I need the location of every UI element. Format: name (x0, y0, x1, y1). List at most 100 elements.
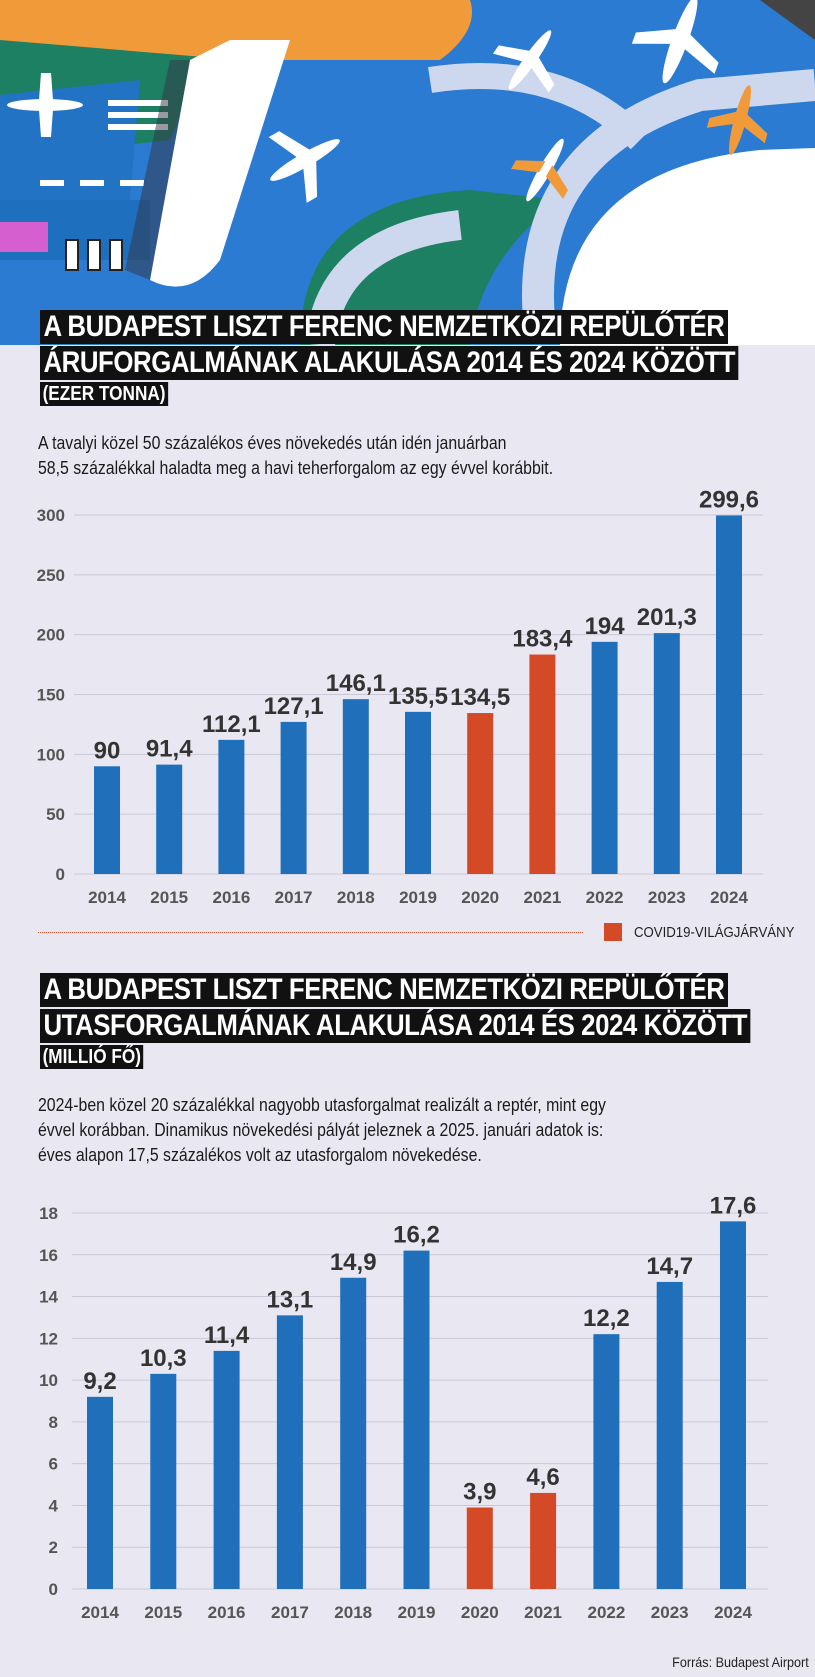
airport-illustration-art (0, 0, 815, 345)
cargo-y-tick-label: 100 (37, 745, 65, 764)
passenger-x-tick-label: 2021 (524, 1603, 562, 1622)
passenger-value-label: 17,6 (710, 1192, 757, 1219)
cargo-bar (716, 515, 742, 874)
passenger-value-label: 14,7 (646, 1253, 693, 1280)
passenger-bar (340, 1277, 367, 1589)
cargo-x-tick-label: 2017 (275, 888, 313, 907)
cargo-bar (94, 766, 120, 874)
passenger-y-tick-label: 0 (49, 1580, 58, 1599)
cargo-y-tick-label: 0 (56, 865, 65, 884)
passenger-lead-line3: éves alapon 17,5 százalékos volt az utas… (38, 1145, 482, 1165)
passenger-bar (530, 1492, 557, 1589)
cargo-x-tick-label: 2021 (523, 888, 561, 907)
passenger-bar (276, 1315, 303, 1589)
cargo-x-tick-label: 2023 (648, 888, 686, 907)
passenger-x-tick-label: 2015 (144, 1603, 182, 1622)
passenger-value-label: 3,9 (463, 1479, 496, 1506)
cargo-value-label: 135,5 (388, 683, 448, 710)
passenger-value-label: 11,4 (204, 1322, 250, 1349)
passenger-bar (87, 1396, 113, 1589)
cargo-x-tick-label: 2022 (586, 888, 624, 907)
passenger-y-tick-label: 4 (49, 1496, 59, 1515)
passenger-value-label: 14,9 (330, 1249, 377, 1276)
passenger-y-tick-label: 14 (39, 1288, 58, 1307)
cargo-y-tick-label: 250 (37, 566, 65, 585)
cargo-x-tick-label: 2014 (88, 888, 126, 907)
source-note: Forrás: Budapest Airport (672, 1654, 809, 1670)
passenger-lead-line2: évvel korábban. Dinamikus növekedési pál… (38, 1120, 604, 1140)
passenger-y-tick-label: 16 (39, 1246, 58, 1265)
cargo-bar (342, 699, 369, 874)
passenger-bar (403, 1250, 430, 1589)
passenger-lead: 2024-ben közel 20 százalékkal nagyobb ut… (38, 1093, 606, 1168)
cargo-title-block: A BUDAPEST LISZT FERENC NEMZETKÖZI REPÜL… (40, 310, 815, 406)
cargo-bar (591, 641, 618, 874)
legend-divider (38, 932, 583, 933)
cargo-y-tick-label: 150 (37, 686, 65, 705)
cargo-lead-line2: 58,5 százalékkal haladta meg a havi tehe… (38, 458, 554, 478)
cargo-title-line1: A BUDAPEST LISZT FERENC NEMZETKÖZI REPÜL… (40, 310, 728, 344)
cargo-lead-line1: A tavalyi közel 50 százalékos éves növek… (38, 433, 507, 453)
passenger-value-label: 10,3 (140, 1345, 187, 1372)
cargo-value-label: 134,5 (450, 684, 510, 711)
passenger-y-tick-label: 12 (39, 1329, 58, 1348)
cargo-x-tick-label: 2016 (212, 888, 250, 907)
passenger-bar (466, 1507, 493, 1589)
cargo-value-label: 299,6 (699, 490, 759, 513)
passenger-x-tick-label: 2022 (587, 1603, 625, 1622)
passenger-y-tick-label: 2 (49, 1538, 58, 1557)
airport-illustration (0, 0, 815, 345)
passenger-x-tick-label: 2017 (271, 1603, 309, 1622)
cargo-value-label: 201,3 (637, 604, 697, 631)
passenger-y-tick-label: 8 (49, 1413, 58, 1432)
passenger-bar (213, 1350, 240, 1589)
cargo-bar (156, 764, 183, 874)
cargo-x-tick-label: 2020 (461, 888, 499, 907)
cargo-x-tick-label: 2015 (150, 888, 188, 907)
passenger-bar (720, 1221, 746, 1589)
passenger-y-tick-label: 18 (39, 1204, 58, 1223)
legend-covid-label: COVID19-VILÁGJÁRVÁNY (634, 923, 795, 941)
passenger-bar (656, 1281, 683, 1589)
cargo-bar (653, 633, 680, 874)
passenger-y-tick-label: 10 (39, 1371, 58, 1390)
cargo-x-tick-label: 2018 (337, 888, 375, 907)
cargo-unit: (EZER TONNA) (40, 382, 169, 406)
cargo-value-label: 183,4 (512, 626, 573, 653)
passenger-x-tick-label: 2016 (208, 1603, 246, 1622)
cargo-bar (280, 721, 307, 874)
passenger-value-label: 12,2 (583, 1305, 630, 1332)
cargo-value-label: 127,1 (264, 693, 324, 720)
passenger-title-block: A BUDAPEST LISZT FERENC NEMZETKÖZI REPÜL… (40, 973, 815, 1069)
passenger-value-label: 4,6 (526, 1464, 559, 1491)
passenger-title-line2: UTASFORGALMÁNAK ALAKULÁSA 2014 ÉS 2024 K… (40, 1009, 751, 1043)
cargo-bar (467, 713, 494, 874)
passenger-chart: 0 2 4 6 8 10 12 14 16 18 9,2 2014 10,3 2015 11,4 2016 13… (39, 1192, 768, 1622)
cargo-title-line2: ÁRUFORGALMÁNAK ALAKULÁSA 2014 ÉS 2024 KÖ… (40, 346, 739, 380)
cargo-chart: 0 50 100 150 200 250 300 90 2014 91,4 2015 112,1 201… (37, 490, 763, 907)
cargo-value-label: 112,1 (202, 711, 261, 738)
passenger-lead-line1: 2024-ben közel 20 százalékkal nagyobb ut… (38, 1095, 606, 1115)
legend: COVID19-VILÁGJÁRVÁNY (604, 923, 815, 941)
legend-covid-swatch (604, 923, 622, 941)
cargo-value-label: 91,4 (146, 736, 193, 763)
passenger-x-tick-label: 2024 (714, 1603, 752, 1622)
passenger-title-line1: A BUDAPEST LISZT FERENC NEMZETKÖZI REPÜL… (40, 973, 728, 1007)
cargo-lead: A tavalyi közel 50 százalékos éves növek… (38, 431, 553, 481)
passenger-x-tick-label: 2023 (651, 1603, 689, 1622)
passenger-bar (593, 1334, 620, 1589)
cargo-x-tick-label: 2024 (710, 888, 748, 907)
cargo-value-label: 146,1 (326, 670, 386, 697)
passenger-y-tick-label: 6 (49, 1455, 58, 1474)
cargo-bar (218, 739, 245, 874)
cargo-y-tick-label: 300 (37, 506, 65, 525)
passenger-x-tick-label: 2019 (398, 1603, 436, 1622)
passenger-value-label: 13,1 (267, 1286, 314, 1313)
passenger-x-tick-label: 2020 (461, 1603, 499, 1622)
cargo-y-tick-label: 50 (46, 805, 65, 824)
passenger-value-label: 9,2 (83, 1368, 116, 1395)
cargo-y-tick-label: 200 (37, 626, 65, 645)
cargo-value-label: 90 (94, 737, 121, 764)
passenger-x-tick-label: 2014 (81, 1603, 119, 1622)
cargo-bar (529, 654, 556, 874)
